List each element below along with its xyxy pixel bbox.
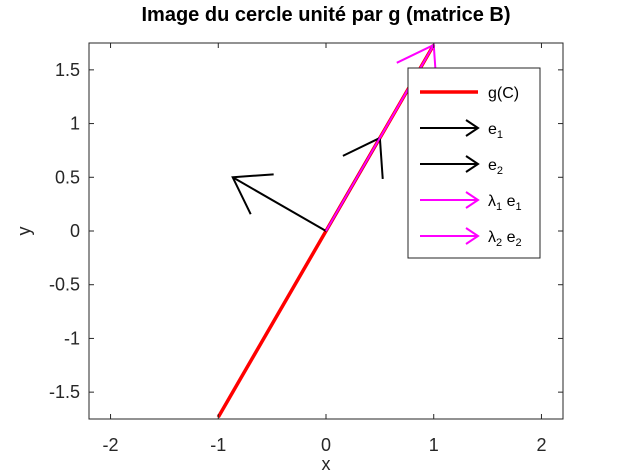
legend-item-5: λ2 e2: [420, 227, 522, 249]
legend-item-4-label: λ1 e1: [488, 193, 522, 213]
y-tick-label: -0.5: [49, 275, 80, 295]
legend-item-1-label: g(C): [488, 85, 519, 102]
legend-item-1: g(C): [420, 85, 519, 102]
legend-item-4: λ1 e1: [420, 191, 522, 213]
x-axis-label: x: [322, 454, 331, 473]
y-tick-label: 0.5: [55, 167, 80, 187]
y-tick-label: -1: [64, 328, 80, 348]
y-tick-label: 0: [70, 221, 80, 241]
x-tick-label: -2: [103, 435, 119, 455]
legend-item-3: e2: [420, 155, 503, 177]
legend-item-2-label: e1: [488, 121, 503, 141]
x-tick-label: -1: [210, 435, 226, 455]
legend-item-5-label: λ2 e2: [488, 229, 522, 249]
legend-item-3-swatch-head: [465, 155, 480, 173]
y-tick-label: 1: [70, 114, 80, 134]
legend-item-5-swatch-head: [465, 227, 480, 245]
chart-title: Image du cercle unité par g (matrice B): [142, 4, 511, 26]
x-tick-label: 1: [429, 435, 439, 455]
x-tick-label: 0: [321, 435, 331, 455]
axis-ticks: -2 -1 0 1 2 -1.5 -1 -0.5 0 0.5 1 1.5: [49, 43, 563, 455]
series-3-arrow-shaft: [232, 176, 327, 232]
legend-item-3-label: e2: [488, 157, 503, 177]
legend-item-2-swatch-head: [465, 119, 480, 137]
x-tick-label: 2: [536, 435, 546, 455]
y-axis-label: y: [14, 227, 34, 236]
legend-item-2: e1: [420, 119, 503, 141]
series-3-arrow-head: [231, 173, 274, 215]
legend: g(C) e1 e2 λ1 e1 λ2 e2: [407, 67, 541, 259]
legend-item-4-swatch-head: [465, 191, 480, 209]
y-tick-label: 1.5: [55, 60, 80, 80]
y-tick-label: -1.5: [49, 382, 80, 402]
